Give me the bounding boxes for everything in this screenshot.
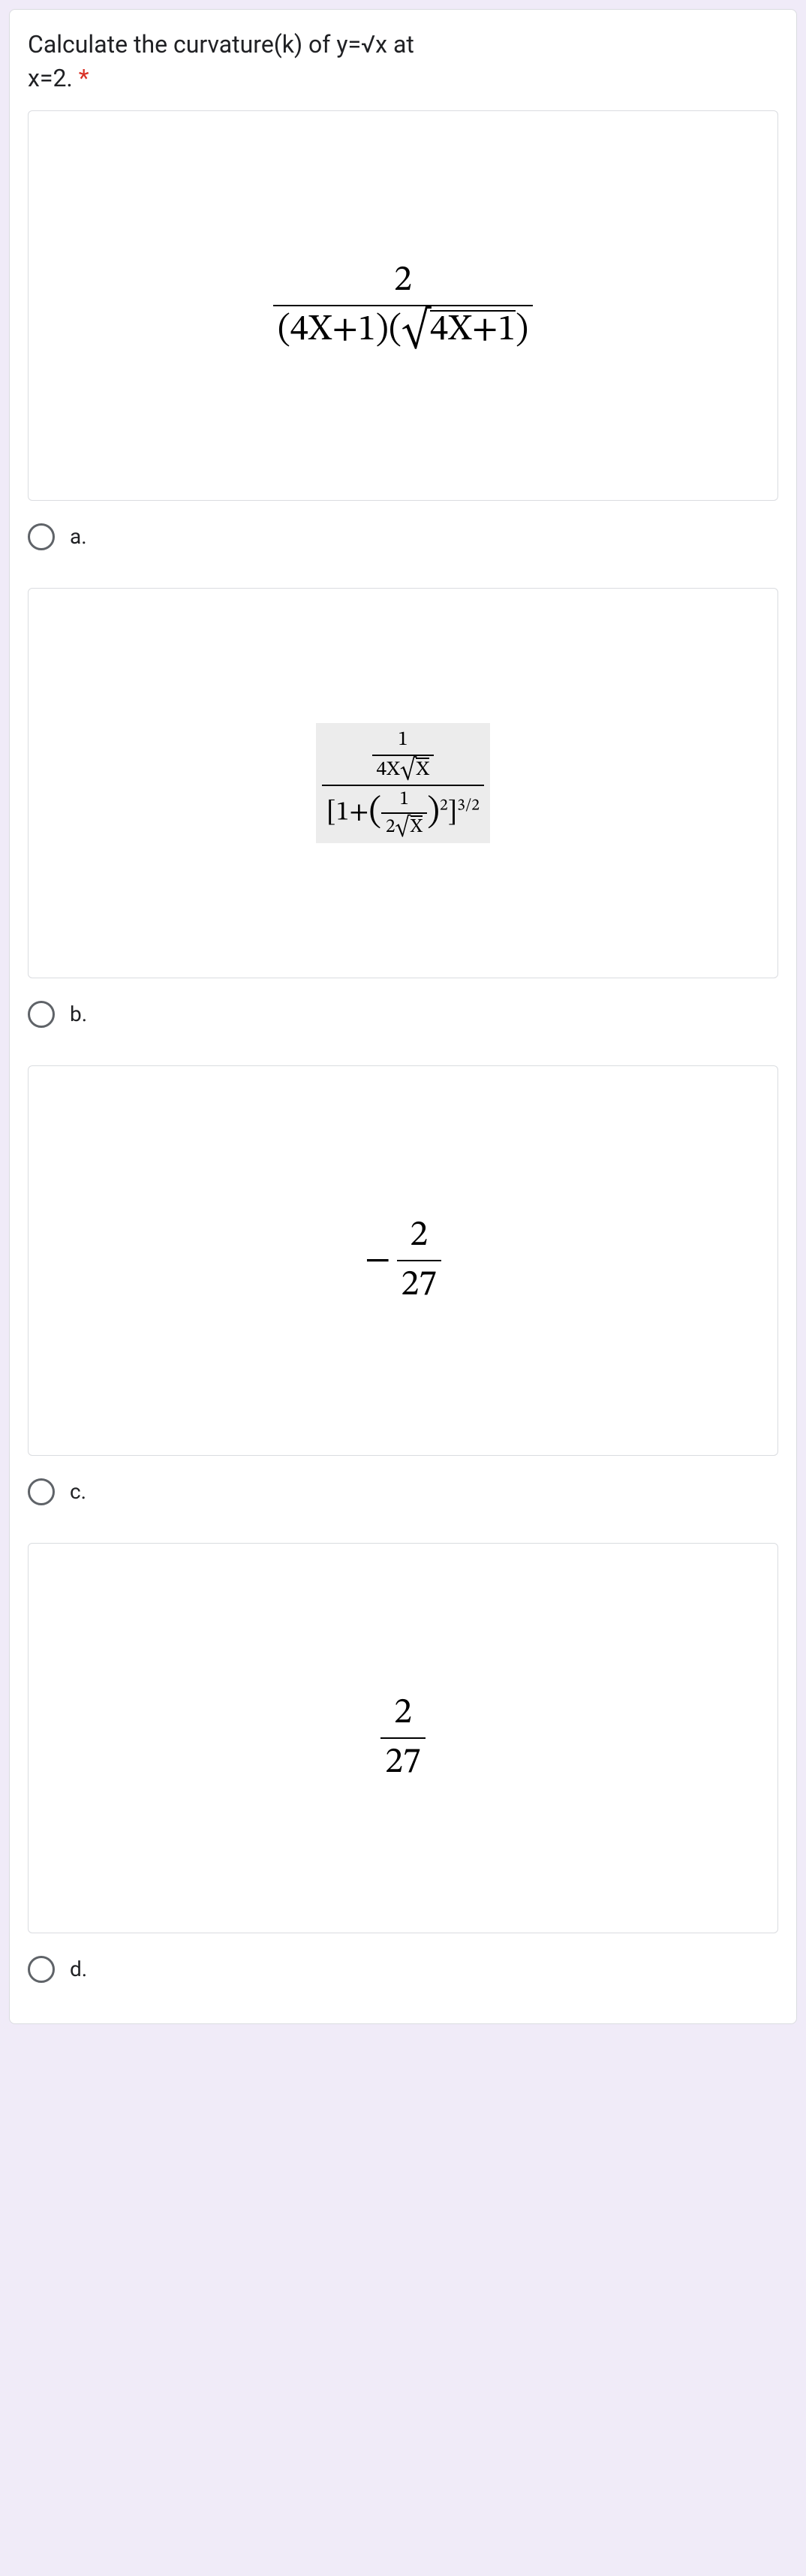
option-a-label: a. — [70, 524, 87, 549]
question-text: Calculate the curvature(k) of y=√x at x=… — [28, 28, 778, 95]
option-c-radio[interactable]: c. — [28, 1463, 778, 1528]
option-d-label: d. — [70, 1957, 87, 1981]
option-c-box: − 2 27 — [28, 1065, 778, 1456]
radio-icon — [28, 1956, 55, 1983]
option-a-formula: 2 (4X+1)(√4X+1) — [273, 258, 534, 353]
option-c-formula: − 2 27 — [365, 1213, 441, 1308]
opt-c-den: 27 — [397, 1260, 442, 1308]
opt-d-den: 27 — [380, 1737, 426, 1785]
question-line1: Calculate the curvature(k) of y=√x at — [28, 30, 414, 59]
opt-b-bottom: [1+( 1 2√X )2]3/2 — [322, 785, 484, 839]
option-a-box: 2 (4X+1)(√4X+1) — [28, 110, 778, 501]
radio-icon — [28, 523, 55, 550]
radio-icon — [28, 1001, 55, 1028]
option-b-box: 1 4X√X [1+( 1 2√X )2]3/2 — [28, 588, 778, 978]
option-b-formula: 1 4X√X [1+( 1 2√X )2]3/2 — [316, 723, 490, 843]
opt-c-num: 2 — [397, 1213, 442, 1260]
option-d-radio[interactable]: d. — [28, 1941, 778, 2005]
radio-icon — [28, 1478, 55, 1505]
opt-a-numerator: 2 — [273, 258, 534, 305]
option-d-box: 2 27 — [28, 1543, 778, 1933]
opt-d-num: 2 — [380, 1691, 426, 1737]
opt-c-sign: − — [365, 1238, 391, 1283]
option-d-formula: 2 27 — [380, 1691, 426, 1785]
required-marker: * — [79, 64, 89, 92]
option-b-radio[interactable]: b. — [28, 986, 778, 1050]
option-b-label: b. — [70, 1002, 87, 1026]
opt-b-top: 1 4X√X — [322, 728, 484, 785]
option-a-radio[interactable]: a. — [28, 508, 778, 573]
option-c-label: c. — [70, 1479, 86, 1504]
opt-a-denominator: (4X+1)(√4X+1) — [273, 305, 534, 353]
question-line2: x=2. — [28, 64, 73, 92]
question-card: Calculate the curvature(k) of y=√x at x=… — [9, 9, 797, 2024]
